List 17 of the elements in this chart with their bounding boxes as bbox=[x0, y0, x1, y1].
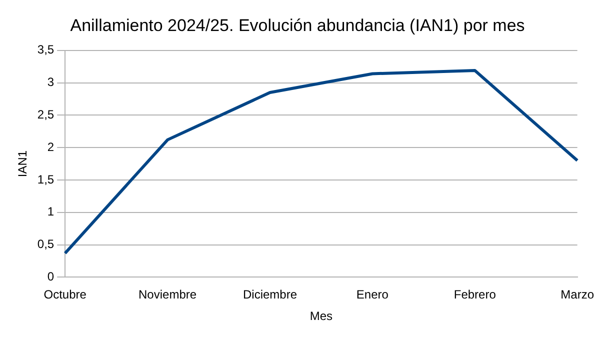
y-axis-title: IAN1 bbox=[16, 150, 30, 178]
y-tick-label: 2,5 bbox=[37, 108, 54, 122]
y-tick-label: 3,5 bbox=[37, 42, 54, 57]
chart-title: Anillamiento 2024/25. Evolución abundancia (IAN1) por mes bbox=[70, 16, 525, 35]
x-tick-label: Noviembre bbox=[138, 288, 197, 302]
y-tick-label: 1,5 bbox=[37, 172, 54, 186]
y-tick-label: 0 bbox=[47, 270, 54, 284]
y-tick-label: 3 bbox=[47, 75, 54, 90]
y-tick-label: 0,5 bbox=[37, 237, 54, 252]
y-tick-label: 1 bbox=[47, 204, 54, 219]
y-tick-label: 2 bbox=[47, 140, 54, 154]
x-tick-label: Marzo bbox=[560, 288, 594, 302]
x-tick-label: Enero bbox=[356, 288, 389, 302]
x-tick-label: Febrero bbox=[454, 288, 496, 302]
x-tick-label: Octubre bbox=[44, 288, 87, 302]
x-axis-title: Mes bbox=[310, 309, 333, 324]
x-tick-label: Diciembre bbox=[242, 288, 298, 302]
